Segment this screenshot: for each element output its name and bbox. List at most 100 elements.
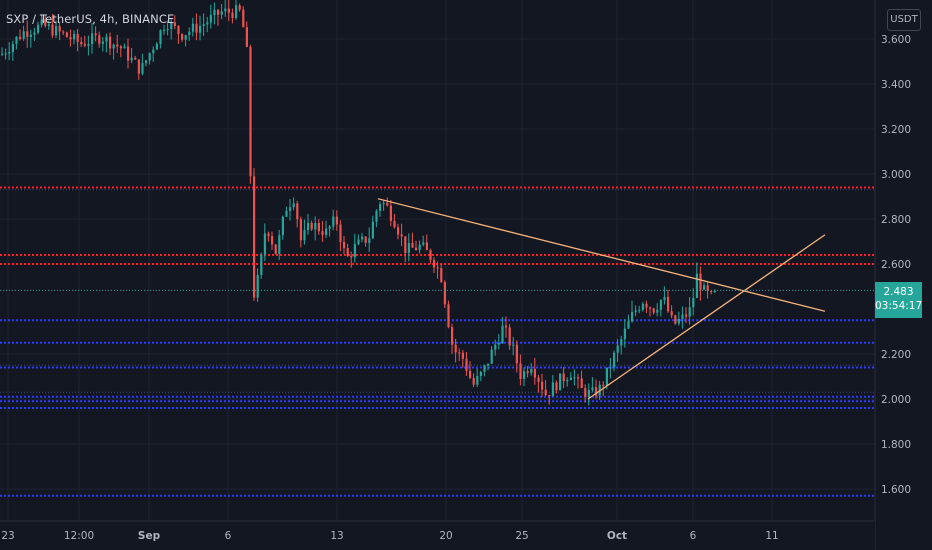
candle-up <box>292 203 295 208</box>
trendline-ascending <box>587 234 826 400</box>
candle-down <box>253 176 256 298</box>
candle-down <box>134 57 137 60</box>
candle-down <box>461 352 464 359</box>
candle-down <box>317 222 320 232</box>
candle-up <box>587 390 590 397</box>
candle-down <box>595 387 598 396</box>
candle-up <box>263 233 266 255</box>
candle-up <box>184 35 187 40</box>
candle-up <box>307 222 310 231</box>
candle-down <box>98 35 101 44</box>
candle-up <box>371 221 374 239</box>
price-tick-label: 3.600 <box>881 34 911 46</box>
candle-down <box>109 36 112 49</box>
candle-up <box>314 222 317 230</box>
candle-up <box>490 349 493 364</box>
time-axis-bg <box>0 521 875 550</box>
candle-down <box>177 25 180 35</box>
candle-up <box>152 49 155 54</box>
candle-up <box>483 365 486 372</box>
candle-down <box>127 46 130 61</box>
candle-down <box>83 44 86 46</box>
candle-down <box>602 384 605 386</box>
price-tick-label: 1.800 <box>881 439 911 451</box>
candle-down <box>299 219 302 241</box>
candle-down <box>458 352 461 354</box>
candle-up <box>382 203 385 205</box>
candle-down <box>472 377 475 385</box>
candle-down <box>433 260 436 268</box>
candle-up <box>627 321 630 329</box>
price-axis-bg <box>875 0 932 550</box>
chart-grid <box>0 0 875 521</box>
candle-down <box>443 282 446 305</box>
candle-down <box>515 344 518 364</box>
bar-countdown: 03:54:17 <box>875 300 923 312</box>
candle-down <box>584 388 587 397</box>
candle-up <box>609 367 612 369</box>
candle-up <box>87 44 90 46</box>
candle-up <box>656 309 659 313</box>
candle-up <box>634 310 637 312</box>
candle-down <box>562 373 565 382</box>
candle-up <box>631 311 634 322</box>
price-tick-label: 3.200 <box>881 124 911 136</box>
time-axis[interactable]: 23 12:00 Sep 6 13 20 25 Oct 6 11 <box>0 520 875 550</box>
price-tick-label: 3.000 <box>881 169 911 181</box>
candle-up <box>91 33 94 45</box>
candle-down <box>670 311 673 316</box>
candle-up <box>303 230 306 241</box>
candle-down <box>335 216 338 225</box>
candle-down <box>526 371 529 374</box>
candle-down <box>685 314 688 317</box>
candle-up <box>4 53 7 55</box>
candle-up <box>422 242 425 245</box>
candle-down <box>577 377 580 379</box>
price-axis[interactable]: 3.600 3.400 3.200 3.000 2.800 2.600 2.200 2.000… <box>874 0 932 550</box>
candle-down <box>339 224 342 242</box>
candle-up <box>191 23 194 32</box>
candle-down <box>58 26 61 32</box>
candle-up <box>325 228 328 235</box>
candle-up <box>188 31 191 36</box>
candle-down <box>710 291 713 293</box>
candle-up <box>1 53 4 55</box>
candle-down <box>425 242 428 251</box>
candle-down <box>217 9 220 15</box>
candle-up <box>569 377 572 380</box>
candle-up <box>281 216 284 236</box>
candle-down <box>65 32 68 38</box>
currency-button[interactable]: USDT <box>887 9 921 31</box>
time-tick-label: Oct <box>607 530 627 542</box>
candle-down <box>508 327 511 346</box>
candle-down <box>429 250 432 261</box>
candle-down <box>76 33 79 42</box>
candle-down <box>173 22 176 26</box>
candle-up <box>663 296 666 301</box>
symbol-title[interactable]: SXP / TetherUS, 4h, BINANCE <box>6 12 175 26</box>
time-tick-label: 13 <box>330 530 343 542</box>
candle-down <box>364 236 367 243</box>
candle-up <box>278 235 281 254</box>
candle-up <box>512 344 515 346</box>
candle-down <box>195 23 198 33</box>
candle-up <box>620 339 623 346</box>
time-tick-label: 23 <box>1 530 14 542</box>
candle-down <box>544 389 547 396</box>
candle-down <box>80 41 83 45</box>
candle-down <box>645 303 648 308</box>
candle-up <box>375 210 378 222</box>
candle-down <box>400 234 403 237</box>
candle-up <box>695 273 698 299</box>
candle-up <box>357 239 360 245</box>
candle-down <box>389 205 392 221</box>
candles <box>1 0 716 406</box>
candle-up <box>260 254 263 275</box>
candle-up <box>681 314 684 319</box>
candle-up <box>332 216 335 227</box>
candle-down <box>454 344 457 353</box>
trendlines <box>377 198 826 400</box>
time-tick-label: Sep <box>138 530 161 542</box>
candle-down <box>346 248 349 256</box>
